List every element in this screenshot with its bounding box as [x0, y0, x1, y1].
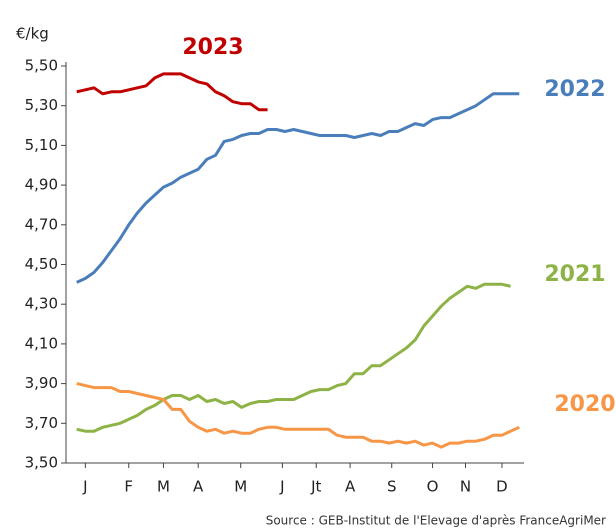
- x-tick-label: O: [427, 478, 439, 496]
- series-label: 2020: [554, 392, 615, 417]
- source: Source : GEB-Institut de l'Elevage d'apr…: [266, 514, 606, 528]
- y-tick-label: 5,30: [25, 96, 58, 114]
- x-tick-label: M: [157, 478, 170, 496]
- x-tick-label: F: [124, 478, 133, 496]
- series-line: [76, 282, 511, 433]
- x-tick-label: M: [234, 478, 247, 496]
- y-axis-label: €/kg: [16, 25, 49, 43]
- x-tick-label: J: [279, 478, 284, 496]
- y-tick-label: 4,50: [25, 255, 58, 273]
- y-tick-label: 3,90: [25, 374, 58, 392]
- series-label: 2021: [544, 262, 605, 287]
- x-tick-label: A: [345, 478, 356, 496]
- series-label: 2023: [182, 35, 243, 60]
- y-tick-label: 4,90: [25, 176, 58, 194]
- y-tick-label: 4,70: [25, 215, 58, 233]
- y-tick-label: 5,50: [25, 57, 58, 75]
- y-tick-label: 3,50: [25, 454, 58, 472]
- y-tick-label: 3,70: [25, 414, 58, 432]
- series-label: 2022: [544, 77, 605, 102]
- x-tick-label: S: [387, 478, 397, 496]
- x-tick-label: D: [496, 478, 508, 496]
- x-tick-label: A: [193, 478, 204, 496]
- series-line: [76, 72, 268, 112]
- x-tick-label: Jt: [310, 478, 321, 496]
- x-tick-label: N: [460, 478, 471, 496]
- y-tick-label: 5,10: [25, 136, 58, 154]
- x-tick-label: J: [82, 478, 87, 496]
- y-tick-label: 4,10: [25, 334, 58, 352]
- y-tick-label: 4,30: [25, 295, 58, 313]
- series-line: [76, 92, 520, 284]
- series-line: [76, 382, 520, 449]
